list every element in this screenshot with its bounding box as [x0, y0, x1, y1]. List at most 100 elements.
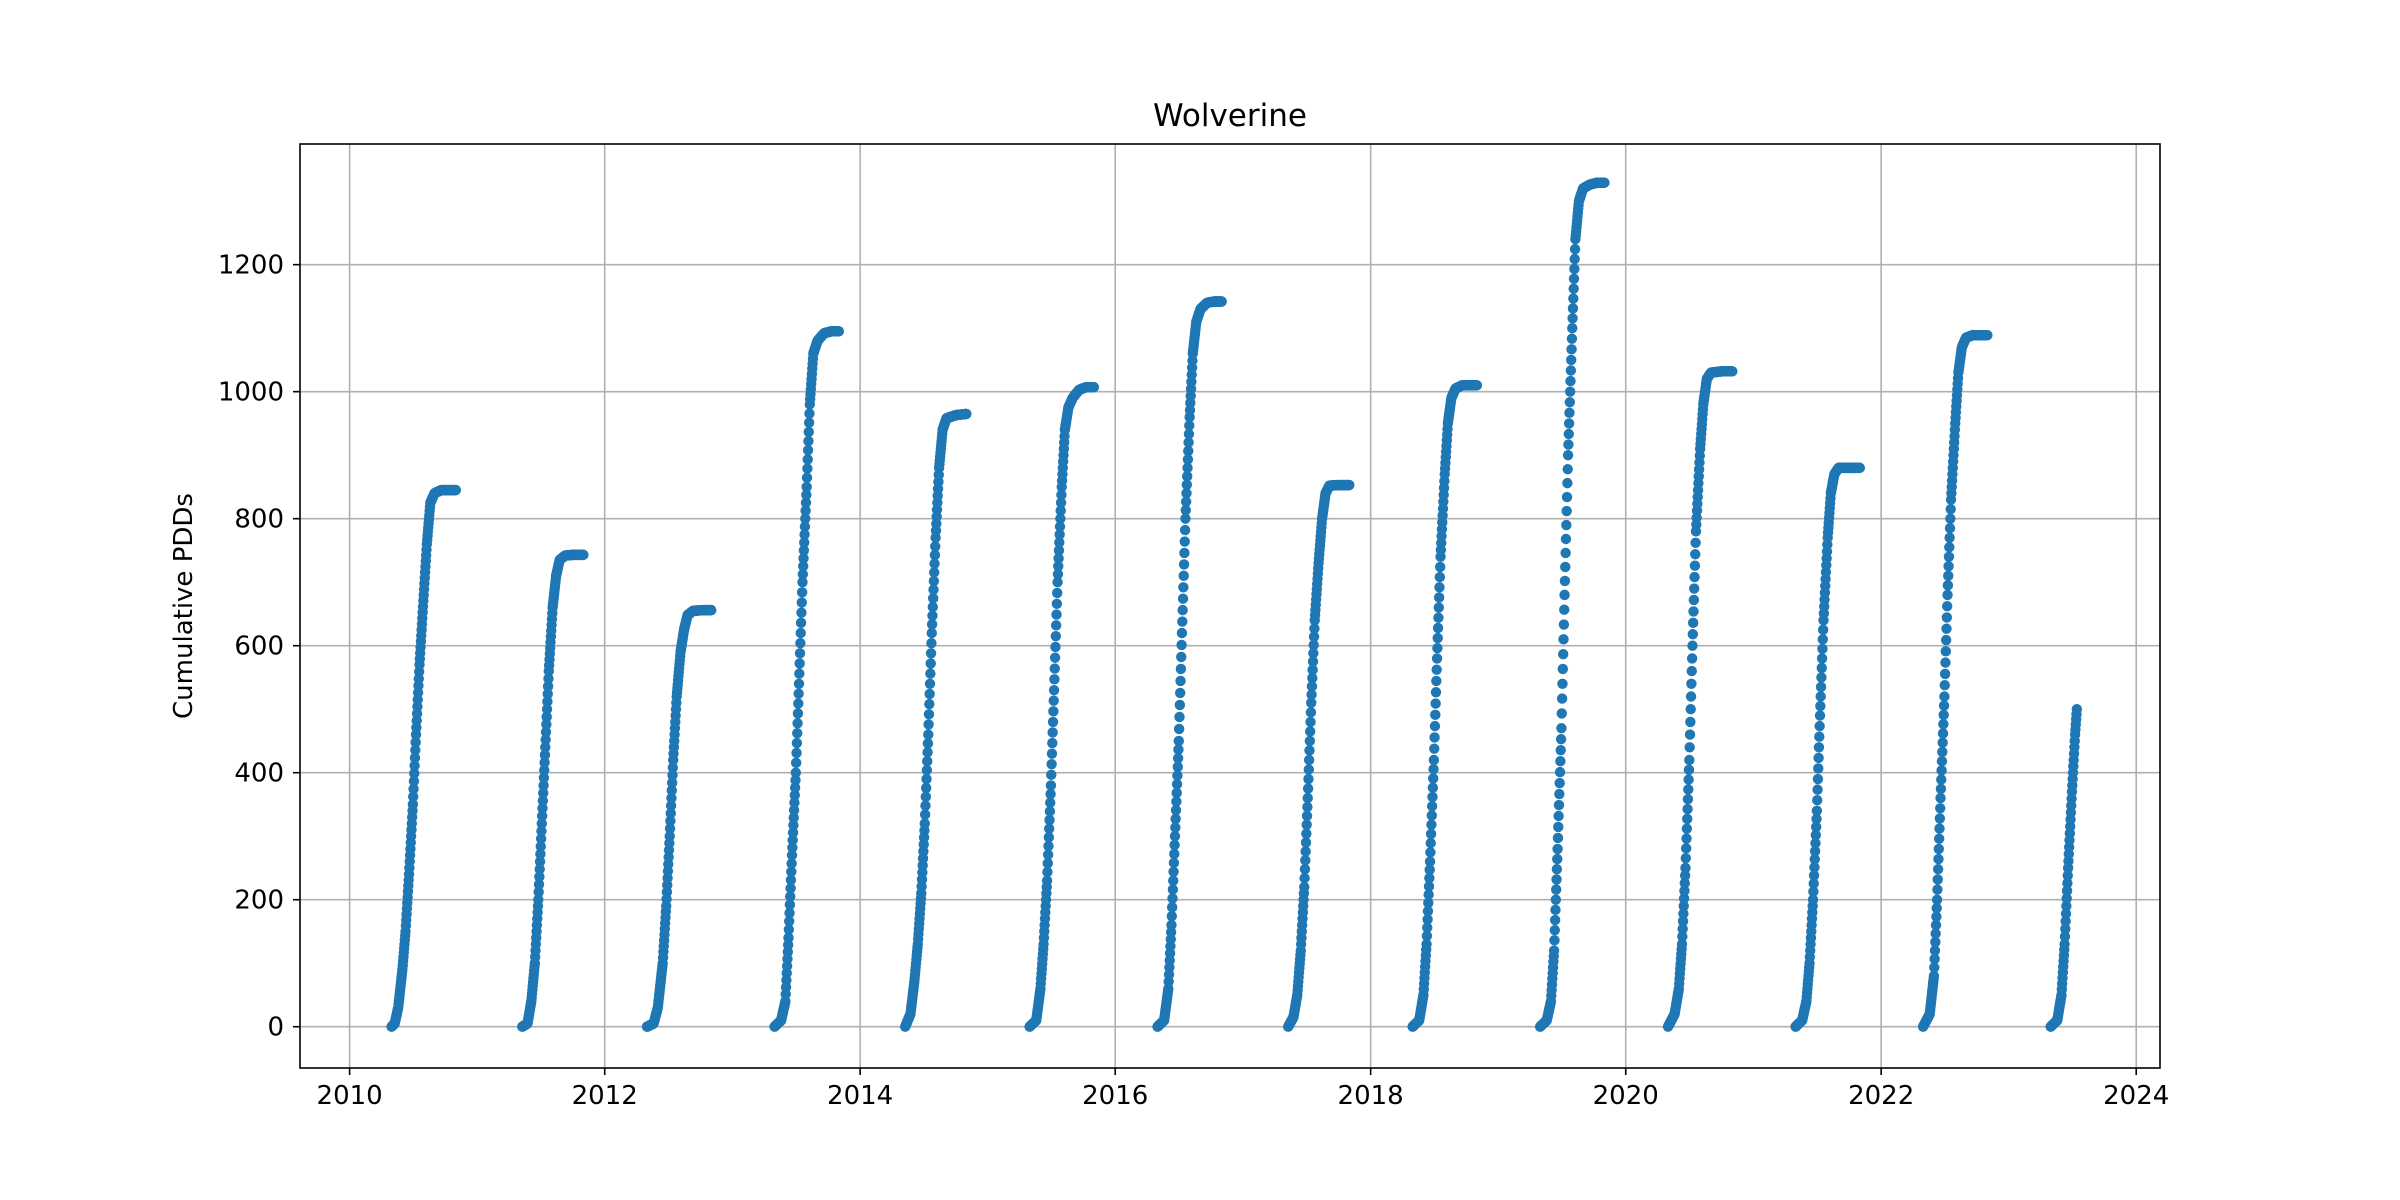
- scatter-point: [1176, 627, 1188, 639]
- scatter-point: [409, 752, 421, 764]
- scatter-point: [1934, 823, 1945, 834]
- scatter-point: [801, 481, 812, 493]
- scatter-point: [1045, 788, 1056, 800]
- scatter-point: [1168, 866, 1179, 877]
- scatter-point: [919, 809, 931, 820]
- scatter-point: [665, 800, 677, 811]
- scatter-point: [1558, 634, 1569, 645]
- scatter-point: [1422, 914, 1433, 925]
- scatter-point: [1809, 862, 1820, 873]
- scatter-point: [1299, 881, 1310, 893]
- scatter-point: [1423, 881, 1435, 892]
- scatter-point: [1808, 886, 1819, 897]
- scatter-point: [1817, 624, 1829, 636]
- scatter-point: [1563, 428, 1574, 440]
- scatter-point: [1684, 729, 1696, 740]
- scatter-point: [1812, 773, 1824, 785]
- scatter-point: [1679, 885, 1690, 897]
- scatter-point: [1434, 561, 1446, 573]
- scatter-point: [540, 742, 551, 753]
- scatter-point: [1815, 681, 1827, 693]
- scatter-point: [795, 627, 806, 639]
- scatter-point: [540, 726, 552, 738]
- scatter-point: [792, 727, 803, 739]
- scatter-point: [1045, 797, 1056, 808]
- scatter-point: [1944, 523, 1956, 534]
- scatter-point: [1172, 761, 1183, 773]
- scatter-point: [1565, 375, 1576, 387]
- scatter-point: [1181, 488, 1192, 499]
- scatter-point: [1053, 553, 1064, 564]
- scatter-point: [925, 648, 937, 659]
- scatter-point: [1170, 822, 1181, 833]
- scatter-point: [1562, 477, 1573, 489]
- scatter-point: [1559, 604, 1570, 615]
- scatter-point: [1680, 862, 1691, 874]
- scatter-point: [785, 883, 796, 894]
- scatter-point: [1301, 828, 1312, 839]
- scatter-point: [1423, 889, 1434, 900]
- scatter-point: [1182, 462, 1193, 474]
- scatter-point: [1307, 664, 1318, 676]
- scatter-point: [667, 762, 679, 773]
- scatter-point: [788, 805, 800, 816]
- scatter-point: [1817, 634, 1829, 645]
- scatter-point: [922, 747, 933, 758]
- y-tick-label: 1200: [218, 251, 284, 281]
- scatter-point: [797, 569, 809, 580]
- scatter-point: [542, 696, 553, 707]
- scatter-point: [1043, 840, 1054, 852]
- scatter-point: [1934, 813, 1946, 824]
- scatter-point: [1300, 837, 1312, 848]
- scatter-point: [1344, 479, 1355, 491]
- scatter-point: [1929, 953, 1940, 965]
- scatter-point: [1690, 537, 1701, 549]
- scatter-point: [1689, 583, 1700, 594]
- scatter-point: [1553, 810, 1564, 822]
- scatter-point: [450, 484, 462, 496]
- scatter-point: [789, 782, 801, 793]
- scatter-point: [923, 719, 934, 730]
- scatter-point: [409, 760, 420, 771]
- scatter-point: [1686, 665, 1697, 677]
- scatter-point: [792, 708, 804, 719]
- scatter-point: [1945, 503, 1956, 515]
- scatter-point: [1816, 653, 1828, 664]
- x-tick-label: 2010: [317, 1081, 383, 1111]
- scatter-point: [1727, 366, 1738, 377]
- scatter-point: [924, 678, 936, 689]
- scatter-point: [796, 587, 808, 598]
- scatter-point: [789, 797, 800, 808]
- scatter-point: [538, 787, 549, 799]
- scatter-point: [1569, 243, 1581, 255]
- scatter-point: [794, 648, 806, 659]
- scatter-point: [1817, 643, 1828, 655]
- chart-title: Wolverine: [1153, 98, 1307, 134]
- scatter-point: [1179, 524, 1191, 536]
- scatter-point: [1181, 479, 1193, 491]
- scatter-point: [1183, 437, 1194, 448]
- scatter-point: [1166, 911, 1178, 922]
- scatter-point: [801, 472, 813, 483]
- scatter-point: [1687, 617, 1699, 629]
- scatter-point: [1815, 700, 1826, 712]
- scatter-point: [535, 848, 546, 860]
- scatter-point: [1428, 754, 1440, 766]
- scatter-point: [1049, 663, 1060, 674]
- scatter-point: [1047, 737, 1058, 749]
- y-tick-label: 600: [234, 632, 284, 662]
- scatter-point: [926, 637, 937, 649]
- scatter-point: [1424, 856, 1436, 867]
- scatter-point: [1549, 914, 1561, 926]
- scatter-point: [795, 617, 807, 629]
- x-tick-label: 2012: [572, 1081, 638, 1111]
- scatter-point: [1560, 533, 1572, 545]
- scatter-point: [1052, 587, 1063, 599]
- y-tick-label: 200: [234, 886, 284, 916]
- scatter-point: [929, 567, 940, 578]
- scatter-point: [787, 835, 798, 846]
- scatter-point: [1432, 643, 1443, 654]
- scatter-point: [1304, 735, 1316, 747]
- scatter-point: [1936, 765, 1947, 776]
- scatter-point: [798, 553, 809, 564]
